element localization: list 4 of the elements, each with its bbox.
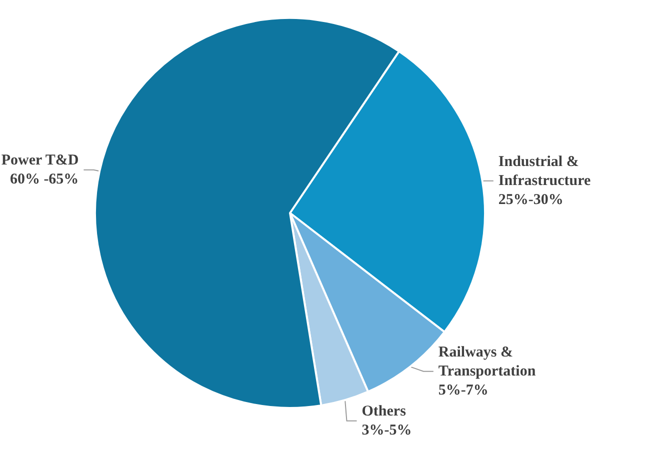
slice-label: Others 3%-5% xyxy=(362,403,412,438)
slice-label: Industrial & Infrastructure 25%-30% xyxy=(498,154,591,208)
slice-label: Power T&D 60% -65% xyxy=(1,152,79,188)
slice-label: Railways & Transportation 5%-7% xyxy=(438,344,536,398)
